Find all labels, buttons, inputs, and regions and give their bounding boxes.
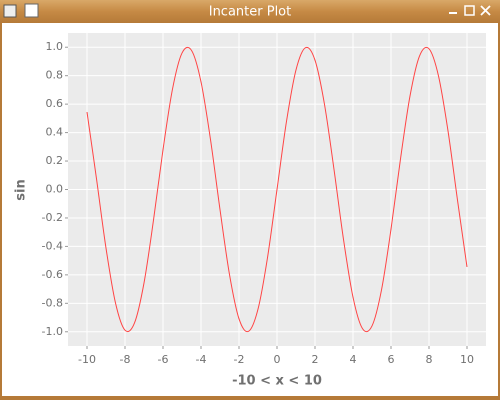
x-tick-label: 6	[388, 353, 395, 366]
app-icon	[24, 3, 39, 18]
x-tick-label: -8	[120, 353, 131, 366]
x-axis-label: -10 < x < 10	[232, 374, 322, 389]
window-border	[0, 396, 500, 400]
x-tick-label: 8	[426, 353, 433, 366]
x-tick-label: -10	[78, 353, 96, 366]
x-tick-label: 10	[460, 353, 474, 366]
y-tick-label: 1.0	[46, 40, 64, 53]
window-border	[498, 23, 500, 400]
y-axis-label: sin	[14, 179, 29, 200]
y-tick-label: 0.2	[46, 154, 64, 167]
y-tick-label: 0.8	[46, 69, 64, 82]
minimize-button[interactable]	[449, 12, 457, 14]
close-button[interactable]	[480, 5, 491, 16]
x-tick-label: 4	[350, 353, 357, 366]
sine-line	[86, 46, 468, 333]
y-tick-label: -0.6	[42, 268, 63, 281]
x-tick-label: 0	[274, 353, 281, 366]
menu-button[interactable]	[3, 4, 17, 18]
y-tick-label: -1.0	[42, 325, 63, 338]
y-tick-label: 0.6	[46, 97, 64, 110]
y-tick-label: -0.4	[42, 239, 63, 252]
x-tick-label: -6	[158, 353, 169, 366]
y-tick-label: 0.4	[46, 126, 64, 139]
window-border	[0, 23, 2, 400]
y-tick-label: 0.0	[46, 183, 64, 196]
maximize-button[interactable]	[464, 5, 475, 16]
window-title: Incanter Plot	[209, 5, 292, 20]
y-tick-label: -0.8	[42, 296, 63, 309]
y-tick-label: -0.2	[42, 211, 63, 224]
x-tick-label: 2	[312, 353, 319, 366]
x-tick-label: -2	[234, 353, 245, 366]
x-tick-label: -4	[196, 353, 207, 366]
title-bar	[0, 0, 500, 23]
